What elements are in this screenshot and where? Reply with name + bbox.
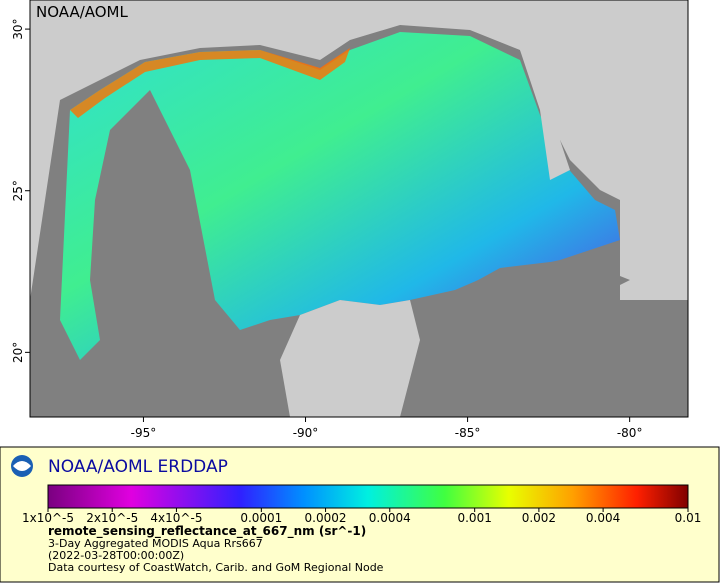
variable: remote_sensing_reflectance_at_667_nm (sr… xyxy=(48,524,366,539)
y-tick-label: 20° xyxy=(11,342,25,363)
map-frame xyxy=(29,0,689,418)
x-tick-label: -85° xyxy=(455,426,481,440)
credit: Data courtesy of CoastWatch, Carib. and … xyxy=(48,561,384,574)
watermark: NOAA/AOML xyxy=(36,3,129,21)
colorbar xyxy=(47,484,689,509)
colorbar-tick-label: 1x10^-5 xyxy=(22,511,74,525)
colorbar-tick-label: 0.004 xyxy=(586,511,620,525)
axes: -95° -90° -85° -80° 20° 25° 30° xyxy=(11,18,642,440)
time: (2022-03-28T00:00:00Z) xyxy=(48,549,184,562)
colorbar-tick-label: 4x10^-5 xyxy=(150,511,202,525)
colorbar-tick-label: 0.01 xyxy=(675,511,702,525)
cuba xyxy=(460,262,630,290)
mexico-yucatan xyxy=(280,300,420,417)
florida xyxy=(520,0,580,180)
colorbar-tick-label: 0.002 xyxy=(522,511,556,525)
colorbar-tick-label: 0.0004 xyxy=(369,511,411,525)
dataset: 3-Day Aggregated MODIS Aqua Rrs667 xyxy=(48,537,263,550)
colorbar-tick-label: 0.001 xyxy=(457,511,491,525)
legend-panel xyxy=(0,446,720,583)
noaa-logo-bird xyxy=(13,461,31,471)
map: NOAA/AOML xyxy=(29,0,689,418)
y-tick-label: 25° xyxy=(11,180,25,201)
x-tick-label: -90° xyxy=(293,426,319,440)
colorbar-tick-label: 2x10^-5 xyxy=(86,511,138,525)
y-tick-label: 30° xyxy=(11,18,25,39)
coastal-high xyxy=(70,48,350,118)
reflectance-field xyxy=(60,32,620,360)
colorbar-tick-label: 0.0001 xyxy=(240,511,282,525)
x-tick-label: -80° xyxy=(617,426,643,440)
colorbar-tick-label: 0.0002 xyxy=(305,511,347,525)
legend-title: NOAA/AOML ERDDAP xyxy=(48,457,228,477)
x-tick-label: -95° xyxy=(131,426,157,440)
colorbar-ticks: 1x10^-5 2x10^-5 4x10^-5 0.0001 0.0002 0.0004 0… xyxy=(22,508,701,525)
